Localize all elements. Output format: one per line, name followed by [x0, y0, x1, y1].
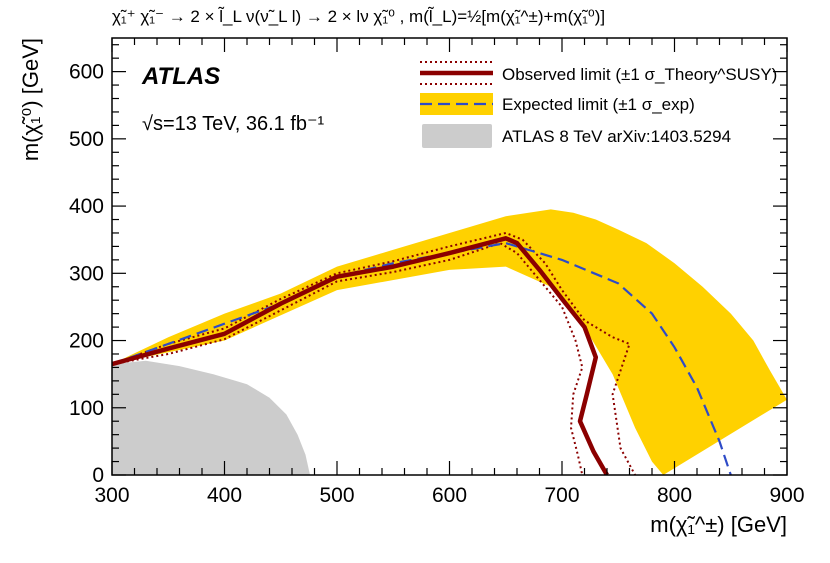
y-tick-label: 300 [69, 262, 104, 285]
y-tick-label: 400 [69, 195, 104, 218]
x-tick-label: 900 [769, 484, 804, 507]
legend-expected-label: Expected limit (±1 σ_exp) [502, 95, 695, 114]
y-tick-label: 500 [69, 128, 104, 151]
x-tick-label: 400 [207, 484, 242, 507]
chart-title: χ̃₁⁺ χ̃₁⁻ → 2 × l̃_L ν(ν̃_L l) → 2 × lν … [112, 6, 605, 26]
expected-limit-band [112, 209, 787, 475]
observed-limit-line [112, 236, 609, 475]
legend-item-observed: Observed limit (±1 σ_Theory^SUSY) [420, 61, 777, 85]
legend-previous-label: ATLAS 8 TeV arXiv:1403.5294 [502, 127, 731, 146]
legend-item-expected: Expected limit (±1 σ_exp) [420, 93, 695, 115]
y-tick-label: 200 [69, 330, 104, 353]
y-tick-label: 0 [92, 464, 104, 487]
y-axis-title: m(χ̃₁⁰) [GeV] [18, 38, 43, 161]
x-tick-label: 800 [657, 484, 692, 507]
legend: Observed limit (±1 σ_Theory^SUSY) Expect… [420, 61, 777, 148]
x-axis-title: m(χ̃₁^±) [GeV] [650, 512, 787, 537]
energy-luminosity-label: √s=13 TeV, 36.1 fb⁻¹ [142, 113, 325, 135]
y-tick-label: 100 [69, 397, 104, 420]
y-axis-ticks: 0 100 200 300 400 500 600 [69, 44, 787, 487]
x-tick-label: 300 [94, 484, 129, 507]
legend-previous-marker [422, 124, 492, 148]
x-axis-ticks: 300 400 500 600 700 800 900 [94, 38, 805, 507]
atlas-label: ATLAS [141, 63, 220, 90]
x-tick-label: 600 [432, 484, 467, 507]
expected-limit-line [112, 241, 732, 475]
atlas-8tev-excluded-region [112, 360, 310, 475]
legend-observed-label: Observed limit (±1 σ_Theory^SUSY) [502, 65, 777, 84]
x-tick-label: 700 [544, 484, 579, 507]
x-tick-label: 500 [319, 484, 354, 507]
y-tick-label: 600 [69, 61, 104, 84]
legend-item-previous: ATLAS 8 TeV arXiv:1403.5294 [422, 124, 731, 148]
observed-theory-up-line [112, 231, 636, 475]
